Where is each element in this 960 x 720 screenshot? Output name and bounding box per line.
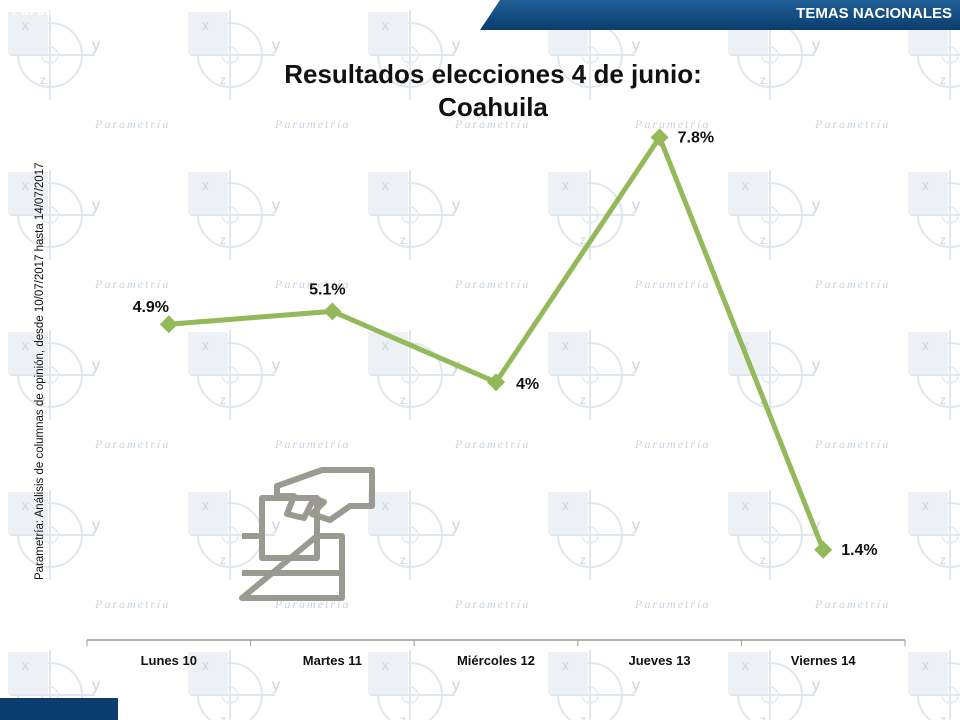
chart-title-line-2: Coahuila: [438, 92, 548, 122]
data-label: 5.1%: [309, 281, 345, 298]
x-tick-label: Viernes 14: [791, 653, 857, 668]
x-tick-label: Martes 11: [303, 653, 362, 668]
data-label: 1.4%: [841, 542, 877, 559]
chart-title: Resultados elecciones 4 de junio: Coahui…: [200, 58, 786, 124]
data-label: 4.9%: [133, 299, 169, 316]
data-point-marker: [323, 302, 342, 321]
data-point-marker: [159, 315, 178, 334]
data-label: 7.8%: [678, 129, 714, 146]
x-tick-label: Jueves 13: [629, 653, 691, 668]
parametria-logo: [0, 698, 118, 720]
x-tick-label: Lunes 10: [141, 653, 197, 668]
data-point-marker: [487, 373, 505, 392]
x-tick-label: Miércoles 12: [457, 653, 535, 668]
parametria-logo-text: Parametría: [12, 3, 93, 18]
data-point-marker: [650, 128, 669, 147]
chart-title-line-1: Resultados elecciones 4 de junio:: [284, 59, 702, 89]
section-label: TEMAS NACIONALES: [796, 5, 952, 22]
data-label: 4%: [516, 376, 539, 393]
section-banner: [480, 0, 960, 30]
series-line: [168, 131, 826, 551]
ballot-box-icon: [239, 467, 375, 601]
data-point-marker: [814, 540, 833, 559]
